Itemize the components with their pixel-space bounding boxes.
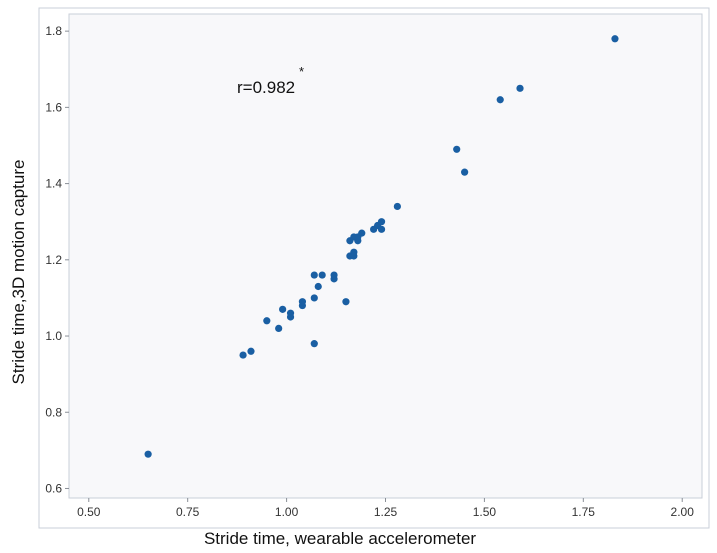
data-point bbox=[314, 282, 322, 291]
y-tick-label: 1.6 bbox=[45, 100, 62, 114]
data-point bbox=[239, 351, 247, 359]
y-tick-label: 1.8 bbox=[45, 24, 62, 38]
data-point bbox=[298, 298, 307, 306]
data-point bbox=[318, 271, 326, 279]
data-points bbox=[144, 35, 619, 458]
data-point bbox=[393, 202, 401, 211]
data-point bbox=[496, 96, 504, 104]
x-tick-label: 0.50 bbox=[77, 505, 101, 519]
data-point bbox=[310, 340, 318, 348]
y-tick-label: 0.8 bbox=[45, 405, 62, 419]
data-point bbox=[263, 317, 271, 325]
data-point bbox=[144, 450, 152, 458]
data-point bbox=[310, 294, 318, 302]
data-point bbox=[377, 218, 386, 226]
x-tick-label: 1.75 bbox=[572, 505, 596, 519]
plot-area bbox=[68, 13, 703, 499]
correlation-annotation-superscript: * bbox=[299, 64, 304, 79]
data-point bbox=[358, 229, 366, 237]
y-axis-ticks: 0.6 0.8 1.0 1.2 1.4 1.6 1.8 bbox=[45, 24, 69, 495]
data-point bbox=[453, 145, 461, 153]
data-point bbox=[286, 309, 295, 317]
x-tick-label: 1.00 bbox=[275, 505, 299, 519]
data-point bbox=[247, 347, 255, 355]
data-point bbox=[275, 324, 283, 333]
data-point bbox=[461, 168, 469, 176]
x-tick-label: 0.75 bbox=[176, 505, 200, 519]
data-point bbox=[310, 271, 318, 279]
x-tick-label: 2.00 bbox=[671, 505, 695, 519]
x-tick-label: 1.25 bbox=[374, 505, 398, 519]
x-axis-title: Stride time, wearable accelerometer bbox=[204, 529, 476, 548]
data-point bbox=[342, 298, 350, 306]
data-point bbox=[516, 84, 524, 92]
data-point bbox=[611, 35, 619, 43]
data-point bbox=[279, 305, 287, 313]
y-tick-label: 1.2 bbox=[45, 253, 62, 267]
y-tick-label: 1.4 bbox=[45, 177, 62, 191]
data-point bbox=[330, 271, 338, 279]
y-axis-title: Stride time,3D motion capture bbox=[9, 160, 28, 385]
y-tick-label: 1.0 bbox=[45, 329, 62, 343]
y-tick-label: 0.6 bbox=[45, 481, 62, 495]
data-point bbox=[377, 225, 386, 233]
correlation-annotation: r=0.982 bbox=[237, 78, 295, 97]
x-axis-ticks: 0.50 0.75 1.00 1.25 1.50 1.75 2.00 bbox=[77, 498, 694, 519]
x-tick-label: 1.50 bbox=[473, 505, 497, 519]
data-point bbox=[350, 248, 358, 256]
